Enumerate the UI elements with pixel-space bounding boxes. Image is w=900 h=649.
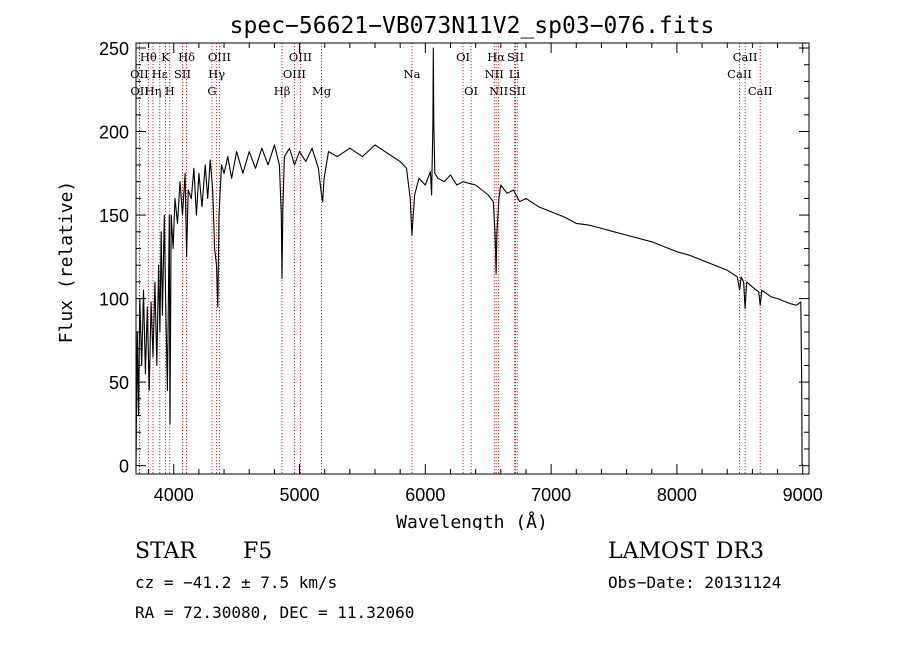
spectral-line-markers	[138, 43, 761, 474]
axis-ticks: 4000 5000 6000 7000 8000 9000 0 50 100 150 200 250	[99, 39, 823, 505]
spectral-line-label: CaII	[733, 50, 758, 64]
spectral-line-label: G	[207, 84, 216, 98]
spectral-line-label: NII	[485, 67, 504, 81]
spectral-line-label: SII	[174, 67, 191, 81]
spectral-line-label: OIII	[289, 50, 312, 64]
spectral-line-label: Hα	[487, 50, 505, 64]
spectral-line-label: K	[161, 50, 170, 64]
tick-label: 6000	[405, 485, 445, 505]
tick-label: 50	[109, 373, 129, 393]
tick-label: 100	[99, 290, 129, 310]
spectral-line-label: SII	[509, 84, 526, 98]
spectral-line-label: Na	[404, 67, 421, 81]
spectral-line-label: SII	[507, 50, 524, 64]
spectral-line-label: Hγ	[208, 67, 225, 81]
tick-label: 200	[99, 123, 129, 143]
tick-label: 7000	[531, 485, 571, 505]
observation-date: Obs−Date: 20131124	[608, 573, 782, 592]
x-axis-label: Wavelength (Å)	[396, 511, 548, 530]
spectral-line-label: OII	[130, 67, 149, 81]
tick-label: 4000	[154, 485, 194, 505]
spectral-line-label: CaII	[727, 67, 752, 81]
spectral-line-label: Hδ	[178, 50, 195, 64]
spectrum-chart: spec−56621−VB073N11V2_sp03−076.fits Hθ OI…	[56, 13, 823, 530]
spectral-line-label: Li	[509, 67, 521, 81]
object-class: STAR	[135, 539, 196, 564]
redshift-value: cz = −41.2 ± 7.5 km/s	[135, 573, 338, 592]
spectral-line-label: Hβ	[274, 84, 291, 98]
flux-series-line	[135, 47, 803, 466]
tick-label: 150	[99, 206, 129, 226]
spectral-line-label: Hθ	[140, 50, 157, 64]
tick-label: 0	[119, 457, 129, 477]
spectral-line-label: H	[165, 84, 175, 98]
spectral-line-label: NII	[489, 84, 508, 98]
tick-label: 9000	[783, 485, 823, 505]
spectral-line-label: OIII	[208, 50, 231, 64]
spectral-line-label: OII	[130, 84, 149, 98]
spectral-line-label: Hη	[145, 84, 162, 98]
plot-frame	[135, 42, 810, 475]
spectral-line-label: OIII	[283, 67, 306, 81]
spectral-line-label: OI	[464, 84, 478, 98]
tick-label: 250	[99, 39, 129, 59]
survey-name: LAMOST DR3	[608, 539, 764, 564]
chart-title: spec−56621−VB073N11V2_sp03−076.fits	[230, 13, 715, 39]
spectral-line-label: CaII	[748, 84, 773, 98]
sky-coordinates: RA = 72.30080, DEC = 11.32060	[135, 603, 415, 622]
spectral-line-label: Hε	[152, 67, 168, 81]
y-axis-label: Flux (relative)	[56, 181, 77, 344]
spectral-line-label: OI	[456, 50, 470, 64]
tick-label: 8000	[657, 485, 697, 505]
object-subclass: F5	[243, 539, 273, 564]
spectral-line-label: Mg	[312, 84, 332, 98]
tick-label: 5000	[280, 485, 320, 505]
